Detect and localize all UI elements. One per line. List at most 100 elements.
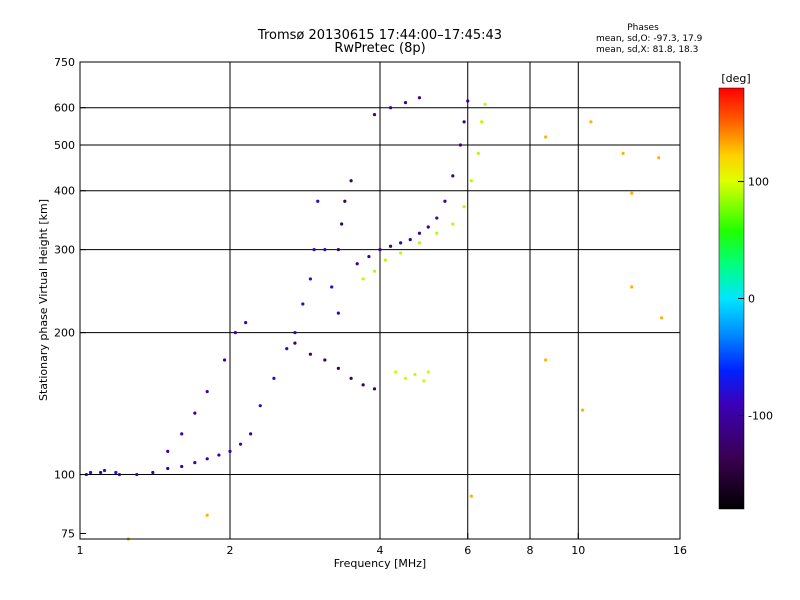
echo-point [88,470,93,475]
echo-point [249,432,253,436]
echo-point [244,321,248,325]
echo-point [217,453,221,457]
echo-point [340,222,344,226]
echo-point [361,383,365,387]
echo-point [422,379,426,383]
echo-point [435,216,439,220]
echo-point [630,191,634,195]
echo-point [462,120,466,124]
echo-point [469,179,473,183]
echo-point [193,411,197,415]
echo-point [117,472,122,477]
echo-point [238,442,243,446]
echo-point [205,513,209,517]
echo-point [361,277,365,281]
chart-title: Tromsø 20130615 17:44:00–17:45:43 [257,28,502,43]
echo-point [272,376,276,380]
echo-point [343,199,347,203]
echo-point [469,494,473,498]
echo-point [323,248,327,252]
x-tick-label: 4 [377,544,384,557]
echo-point [258,404,262,408]
echo-point [417,241,422,245]
x-tick-label: 8 [527,544,534,557]
echo-point [293,331,297,335]
echo-point [451,222,455,226]
echo-point [114,470,118,475]
echo-point [657,156,661,160]
echo-point [417,231,422,235]
phases-heading: Phases [627,23,659,33]
y-tick-label: 500 [54,139,75,152]
chart-subtitle: RwPretec (8p) [334,41,425,56]
x-axis-label: Frequency [MHz] [334,557,426,570]
echo-point [660,316,664,320]
echo-point [443,199,447,203]
colorbar-label: [deg] [721,72,750,85]
echo-point [336,311,340,315]
echo-point [330,285,334,289]
echo-point [426,225,430,229]
echo-point [544,135,548,139]
echo-point [451,174,455,178]
echo-point [166,466,170,471]
colorbar-ticks: 100 0 -100 [738,176,773,422]
echo-point [293,341,297,345]
echo-point [413,372,417,377]
echo-point [336,366,340,370]
echo-point [233,331,237,335]
echo-point [388,106,393,110]
echo-point [388,244,393,248]
y-axis-label: Stationary phase Virtual Height [km] [37,199,50,401]
colorbar-tick-label: 100 [748,176,769,189]
echo-point [399,241,403,245]
echo-point [336,248,340,252]
echo-point [403,376,408,380]
colorbar-tick-label: -100 [748,409,773,422]
y-tick-label: 200 [54,327,75,340]
echo-point [205,389,209,394]
echo-point [84,472,88,477]
echo-point [580,408,585,412]
plot-grid [80,62,680,539]
echo-point [544,358,548,362]
echo-point [435,231,439,235]
echo-point [378,248,382,252]
echo-point [285,346,289,351]
colorbar-tick-label: 0 [748,293,755,306]
echo-point [323,358,327,362]
x-tick-label: 1 [77,544,84,557]
echo-point [589,120,593,124]
x-tick-label: 16 [673,544,687,557]
echo-point [308,277,313,281]
echo-point [403,101,408,105]
x-tick-label: 2 [227,544,234,557]
y-tick-label: 75 [61,527,75,540]
echo-point [312,248,316,252]
echo-point [135,472,139,477]
echo-point [466,99,470,103]
echo-point [476,151,480,155]
x-tick-label: 10 [571,544,585,557]
echo-point [180,432,184,436]
echo-point [355,262,359,266]
echo-point [394,370,398,374]
echo-point [316,199,320,203]
echo-point [205,457,209,461]
echo-point [349,179,353,183]
echo-point [417,96,422,100]
echo-point [180,464,184,469]
echo-point [151,470,155,475]
echo-point [408,238,412,242]
echo-point [372,269,377,273]
phases-mean-o: mean, sd,O: -97.3, 17.9 [596,34,703,44]
echo-point [483,102,487,106]
echo-point [372,113,377,117]
echo-point [630,285,634,289]
echo-point [372,387,377,391]
echo-point [383,258,387,262]
echo-point [399,251,403,255]
echo-point [367,254,371,259]
echo-point [349,376,353,380]
